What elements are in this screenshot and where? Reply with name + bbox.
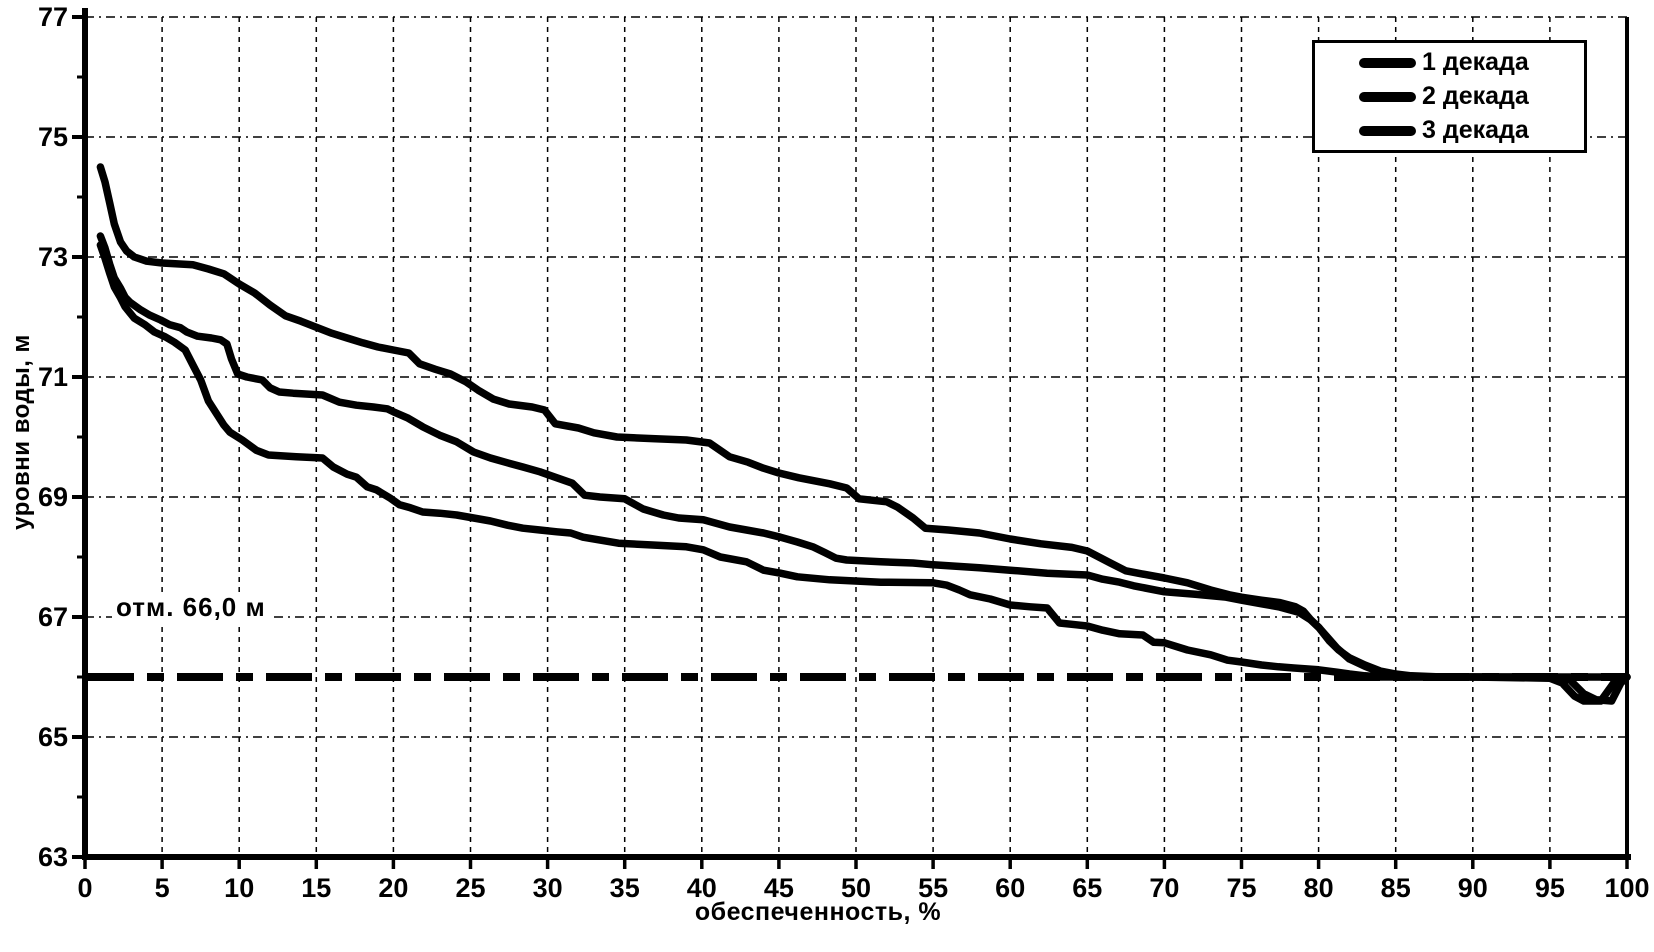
x-tick-label: 85: [1381, 873, 1411, 903]
y-tick-label: 63: [38, 842, 68, 872]
x-tick-label: 35: [610, 873, 640, 903]
line-swatch-icon: [1359, 91, 1416, 102]
legend-label: 3 декада: [1422, 116, 1529, 144]
y-tick-label: 69: [38, 482, 68, 512]
legend-box: 1 декада 2 декада 3 декада: [1312, 40, 1587, 153]
x-tick-label: 5: [155, 873, 170, 903]
y-axis-title: уровни воды, м: [8, 334, 35, 530]
y-tick-label: 77: [38, 2, 68, 32]
x-tick-label: 10: [224, 873, 254, 903]
legend-item-decade-1: 1 декада: [1315, 48, 1584, 77]
series-line-decade-2: [96, 232, 1631, 705]
x-tick-label: 60: [995, 873, 1025, 903]
x-tick-label: 15: [301, 873, 331, 903]
x-tick-label: 95: [1535, 873, 1565, 903]
y-tick-label: 67: [38, 602, 68, 632]
legend-label: 2 декада: [1422, 82, 1529, 110]
y-tick-label: 73: [38, 242, 68, 272]
x-tick-label: 70: [1149, 873, 1179, 903]
x-tick-label: 0: [77, 873, 92, 903]
series-line-decade-1: [96, 163, 1631, 681]
legend-item-decade-2: 2 декада: [1315, 82, 1584, 111]
series-line-decade-3: [96, 241, 1631, 705]
line-swatch-icon: [1359, 125, 1416, 136]
x-tick-label: 100: [1604, 873, 1649, 903]
x-tick-label: 80: [1304, 873, 1334, 903]
x-axis-title: обеспеченность, %: [694, 898, 942, 926]
line-swatch-icon: [1359, 57, 1416, 68]
x-tick-label: 30: [533, 873, 563, 903]
x-tick-label: 25: [455, 873, 485, 903]
x-tick-label: 75: [1226, 873, 1256, 903]
x-tick-label: 50: [841, 873, 871, 903]
x-tick-label: 65: [1072, 873, 1102, 903]
y-tick-label: 71: [38, 362, 68, 392]
x-tick-label: 20: [378, 873, 408, 903]
x-tick-label: 55: [918, 873, 948, 903]
y-tick-label: 65: [38, 722, 68, 752]
legend-item-decade-3: 3 декада: [1315, 116, 1584, 145]
y-tick-label: 75: [38, 122, 68, 152]
legend-label: 1 декада: [1422, 48, 1529, 76]
reference-level-annotation: отм. 66,0 м: [112, 592, 270, 623]
x-tick-label: 45: [764, 873, 794, 903]
x-tick-label: 90: [1458, 873, 1488, 903]
x-tick-label: 40: [687, 873, 717, 903]
